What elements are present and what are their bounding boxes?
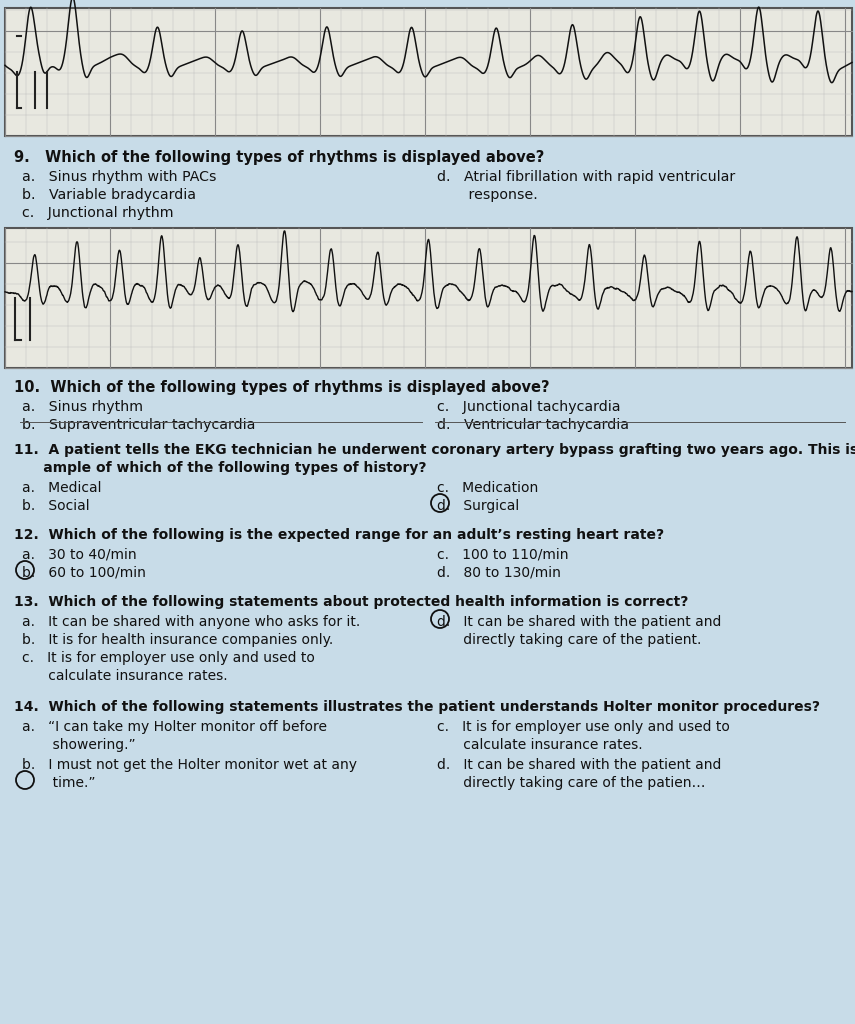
Text: 11.  A patient tells the EKG technician he underwent coronary artery bypass graf: 11. A patient tells the EKG technician h… (14, 443, 855, 457)
Text: c.   It is for employer use only and used to: c. It is for employer use only and used … (437, 720, 730, 734)
Text: ample of which of the following types of history?: ample of which of the following types of… (14, 461, 427, 475)
Text: b.   60 to 100/min: b. 60 to 100/min (22, 566, 146, 580)
Text: d.   It can be shared with the patient and: d. It can be shared with the patient and (437, 615, 722, 629)
Text: calculate insurance rates.: calculate insurance rates. (437, 738, 643, 752)
Text: c.   100 to 110/min: c. 100 to 110/min (437, 548, 569, 562)
Text: c.   It is for employer use only and used to: c. It is for employer use only and used … (22, 651, 315, 665)
Text: 9.   Which of the following types of rhythms is displayed above?: 9. Which of the following types of rhyth… (14, 150, 545, 165)
Text: d.   Atrial fibrillation with rapid ventricular: d. Atrial fibrillation with rapid ventri… (437, 170, 735, 184)
Text: b.   Supraventricular tachycardia: b. Supraventricular tachycardia (22, 418, 256, 432)
Text: directly taking care of the patient.: directly taking care of the patient. (437, 633, 701, 647)
Text: 14.  Which of the following statements illustrates the patient understands Holte: 14. Which of the following statements il… (14, 700, 820, 714)
Bar (5, 8, 852, 136)
Text: d.   Surgical: d. Surgical (437, 499, 519, 513)
Text: c.   Junctional tachycardia: c. Junctional tachycardia (437, 400, 621, 414)
Text: b.   Variable bradycardia: b. Variable bradycardia (22, 188, 196, 202)
Text: d.   It can be shared with the patient and: d. It can be shared with the patient and (437, 758, 722, 772)
Text: a.   Medical: a. Medical (22, 481, 102, 495)
Text: 12.  Which of the following is the expected range for an adult’s resting heart r: 12. Which of the following is the expect… (14, 528, 664, 542)
Text: showering.”: showering.” (22, 738, 136, 752)
Text: b.   It is for health insurance companies only.: b. It is for health insurance companies … (22, 633, 333, 647)
Text: d.   80 to 130/min: d. 80 to 130/min (437, 566, 561, 580)
Text: calculate insurance rates.: calculate insurance rates. (22, 669, 227, 683)
Text: a.   Sinus rhythm: a. Sinus rhythm (22, 400, 143, 414)
Text: time.”: time.” (22, 776, 96, 790)
Text: c.   Medication: c. Medication (437, 481, 539, 495)
Text: response.: response. (437, 188, 538, 202)
Text: b.   Social: b. Social (22, 499, 90, 513)
Text: directly taking care of the patien…: directly taking care of the patien… (437, 776, 705, 790)
Text: a.   “I can take my Holter monitor off before: a. “I can take my Holter monitor off bef… (22, 720, 327, 734)
Text: a.   30 to 40/min: a. 30 to 40/min (22, 548, 137, 562)
Text: 13.  Which of the following statements about protected health information is cor: 13. Which of the following statements ab… (14, 595, 688, 609)
Text: c.   Junctional rhythm: c. Junctional rhythm (22, 206, 174, 220)
Text: d.   Ventricular tachycardia: d. Ventricular tachycardia (437, 418, 629, 432)
Text: b.   I must not get the Holter monitor wet at any: b. I must not get the Holter monitor wet… (22, 758, 357, 772)
Bar (5, 228, 852, 368)
Text: a.   It can be shared with anyone who asks for it.: a. It can be shared with anyone who asks… (22, 615, 360, 629)
Text: 10.  Which of the following types of rhythms is displayed above?: 10. Which of the following types of rhyt… (14, 380, 550, 395)
Text: a.   Sinus rhythm with PACs: a. Sinus rhythm with PACs (22, 170, 216, 184)
